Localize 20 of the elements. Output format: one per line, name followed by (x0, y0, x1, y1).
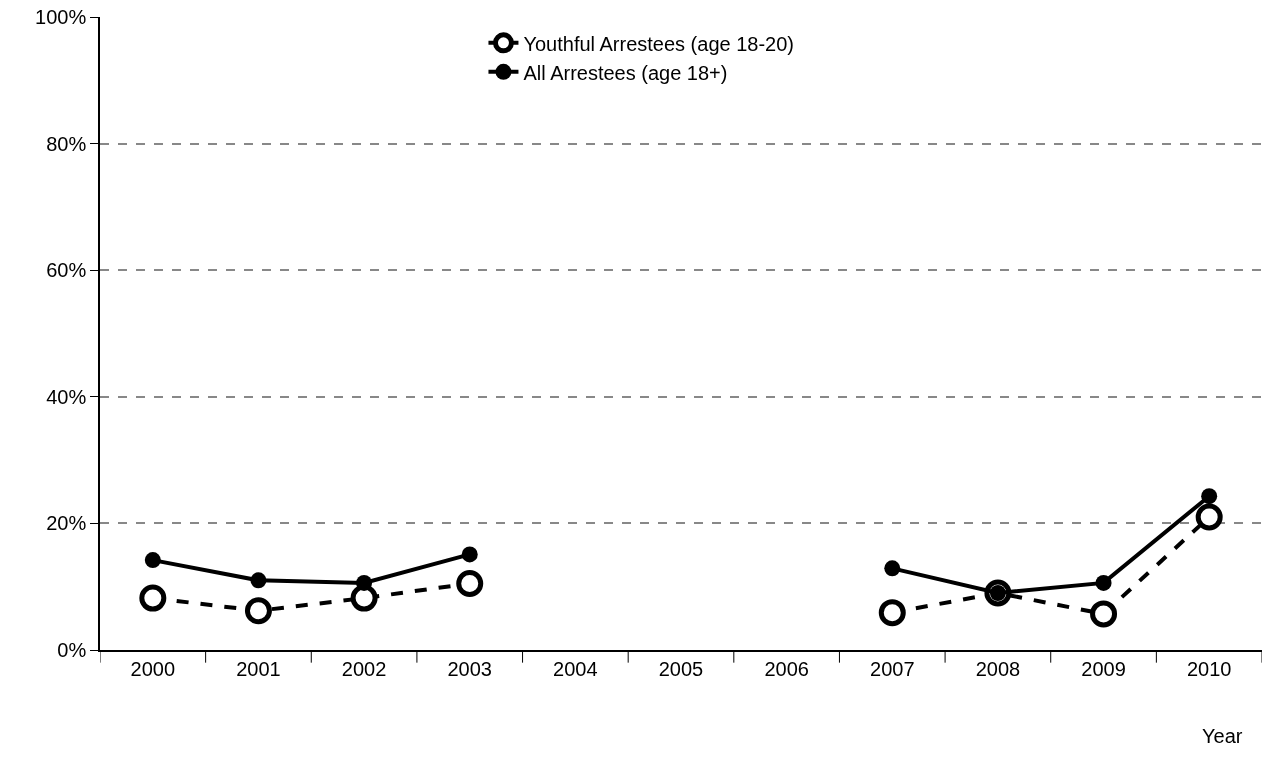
y-tick-label: 60% (46, 259, 87, 282)
x-tick-label: 2003 (447, 657, 492, 680)
legend-label: Youthful Arrestees (age 18-20) (523, 32, 795, 55)
x-tick-label: 2002 (341, 657, 387, 680)
y-tick-label: 20% (46, 512, 87, 535)
x-tick-label: 2001 (236, 657, 281, 680)
x-axis-title: Year (1202, 725, 1243, 747)
y-tick-label: 0% (57, 639, 87, 661)
x-tick-label: 2007 (870, 657, 915, 680)
x-tick-label: 2004 (553, 657, 598, 680)
y-tick-label: 80% (46, 132, 87, 155)
x-tick-label: 2009 (1081, 657, 1126, 680)
y-tick-label: 40% (46, 385, 87, 408)
x-tick-label: 2010 (1186, 657, 1232, 680)
y-tick-label: 100% (35, 6, 87, 28)
x-tick-label: 2008 (975, 657, 1021, 680)
x-tick-label: 2000 (130, 657, 176, 680)
legend-label: All Arrestees (age 18+) (523, 61, 728, 84)
x-tick-label: 2006 (764, 657, 809, 680)
x-tick-label: 2005 (658, 657, 704, 680)
